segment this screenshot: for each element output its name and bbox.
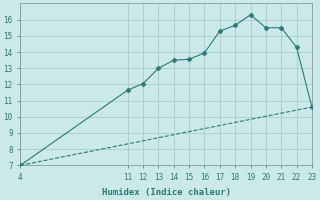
X-axis label: Humidex (Indice chaleur): Humidex (Indice chaleur) — [102, 188, 231, 197]
